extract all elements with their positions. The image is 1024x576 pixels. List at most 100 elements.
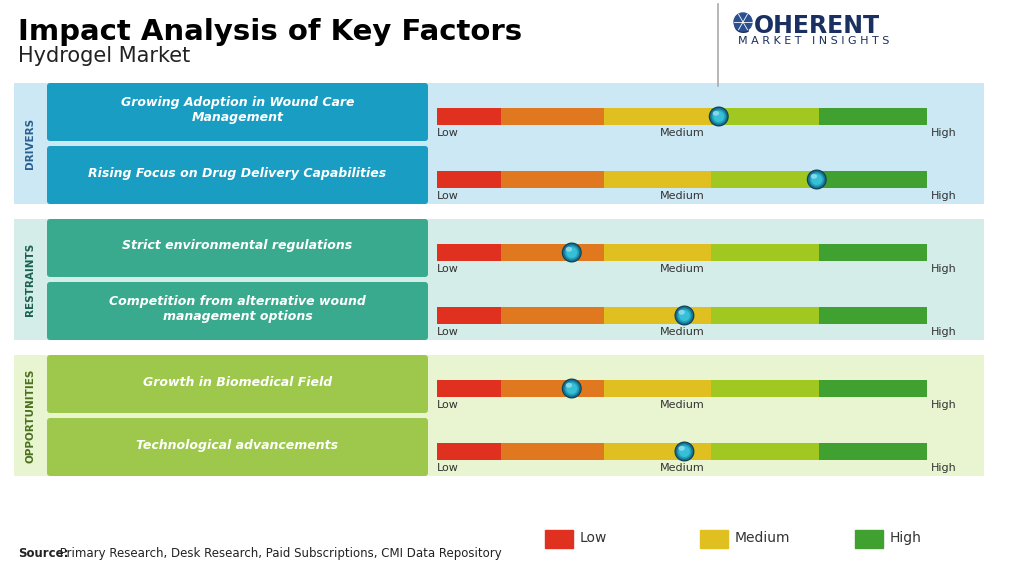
Text: Low: Low <box>437 264 459 274</box>
Ellipse shape <box>679 446 684 450</box>
Circle shape <box>679 446 690 457</box>
Bar <box>603 443 712 460</box>
Text: Medium: Medium <box>659 463 705 473</box>
Bar <box>429 219 984 340</box>
Ellipse shape <box>566 248 571 251</box>
Text: High: High <box>931 463 956 473</box>
Text: Low: Low <box>437 327 459 337</box>
Circle shape <box>811 174 822 185</box>
Circle shape <box>675 441 694 461</box>
Bar <box>855 530 883 548</box>
Bar <box>700 530 728 548</box>
Circle shape <box>807 169 826 190</box>
Circle shape <box>563 244 581 262</box>
Bar <box>603 380 712 397</box>
Circle shape <box>564 381 579 396</box>
Text: Medium: Medium <box>659 264 705 274</box>
Circle shape <box>562 242 582 263</box>
Bar <box>501 108 603 125</box>
Text: Low: Low <box>437 400 459 410</box>
FancyBboxPatch shape <box>47 355 428 413</box>
Bar <box>603 244 712 261</box>
Circle shape <box>676 443 693 460</box>
Bar <box>819 443 927 460</box>
Text: Primary Research, Desk Research, Paid Subscriptions, CMI Data Repository: Primary Research, Desk Research, Paid Su… <box>56 547 502 560</box>
Text: Hydrogel Market: Hydrogel Market <box>18 46 190 66</box>
Text: Rising Focus on Drug Delivery Capabilities: Rising Focus on Drug Delivery Capabiliti… <box>88 166 387 180</box>
Text: Medium: Medium <box>659 128 705 138</box>
FancyBboxPatch shape <box>47 146 428 204</box>
Circle shape <box>675 305 694 325</box>
Text: High: High <box>890 531 922 545</box>
Text: High: High <box>931 327 956 337</box>
Bar <box>819 171 927 188</box>
FancyBboxPatch shape <box>47 83 428 141</box>
Bar <box>437 380 501 397</box>
Bar <box>501 443 603 460</box>
Text: Medium: Medium <box>659 327 705 337</box>
Bar <box>712 307 819 324</box>
FancyBboxPatch shape <box>47 219 428 277</box>
Ellipse shape <box>714 112 719 115</box>
Text: RESTRAINTS: RESTRAINTS <box>25 243 35 316</box>
Circle shape <box>562 378 582 399</box>
Bar <box>14 355 431 476</box>
Circle shape <box>676 306 693 324</box>
Text: Medium: Medium <box>735 531 791 545</box>
Circle shape <box>677 308 691 323</box>
Text: Low: Low <box>437 128 459 138</box>
Circle shape <box>710 108 727 126</box>
Text: High: High <box>931 191 956 201</box>
Circle shape <box>810 172 824 187</box>
Text: Low: Low <box>437 191 459 201</box>
Bar <box>712 244 819 261</box>
Text: Low: Low <box>580 531 607 545</box>
Text: Technological advancements: Technological advancements <box>136 438 339 452</box>
Text: Medium: Medium <box>659 400 705 410</box>
Bar <box>712 171 819 188</box>
Bar <box>429 83 984 204</box>
Text: M A R K E T   I N S I G H T S: M A R K E T I N S I G H T S <box>738 36 890 46</box>
Bar <box>437 171 501 188</box>
Text: High: High <box>931 128 956 138</box>
Bar <box>603 307 712 324</box>
Bar <box>712 443 819 460</box>
Text: Medium: Medium <box>659 191 705 201</box>
Bar <box>501 244 603 261</box>
Circle shape <box>808 170 825 188</box>
Circle shape <box>566 383 578 394</box>
Text: OPPORTUNITIES: OPPORTUNITIES <box>25 368 35 463</box>
Bar <box>501 307 603 324</box>
Ellipse shape <box>811 175 816 178</box>
Bar <box>819 380 927 397</box>
Text: Low: Low <box>437 463 459 473</box>
Bar <box>437 108 501 125</box>
Text: OHERENT: OHERENT <box>754 14 880 38</box>
FancyBboxPatch shape <box>47 282 428 340</box>
Circle shape <box>563 380 581 397</box>
Text: C: C <box>733 14 751 38</box>
Bar <box>819 307 927 324</box>
Bar <box>819 108 927 125</box>
Text: Growth in Biomedical Field: Growth in Biomedical Field <box>143 376 332 388</box>
Circle shape <box>679 310 690 321</box>
Bar <box>14 219 431 340</box>
Bar <box>545 530 573 548</box>
Bar <box>603 171 712 188</box>
Circle shape <box>734 13 752 31</box>
Bar <box>437 443 501 460</box>
Text: Strict environmental regulations: Strict environmental regulations <box>123 240 352 252</box>
Text: High: High <box>931 400 956 410</box>
Text: Competition from alternative wound
management options: Competition from alternative wound manag… <box>110 295 366 323</box>
Bar <box>437 307 501 324</box>
Circle shape <box>709 107 729 127</box>
Circle shape <box>564 245 579 260</box>
Bar <box>501 171 603 188</box>
Ellipse shape <box>679 310 684 314</box>
Bar <box>712 380 819 397</box>
Bar <box>437 244 501 261</box>
FancyBboxPatch shape <box>47 418 428 476</box>
Bar <box>819 244 927 261</box>
Bar <box>14 83 431 204</box>
Bar <box>429 355 984 476</box>
